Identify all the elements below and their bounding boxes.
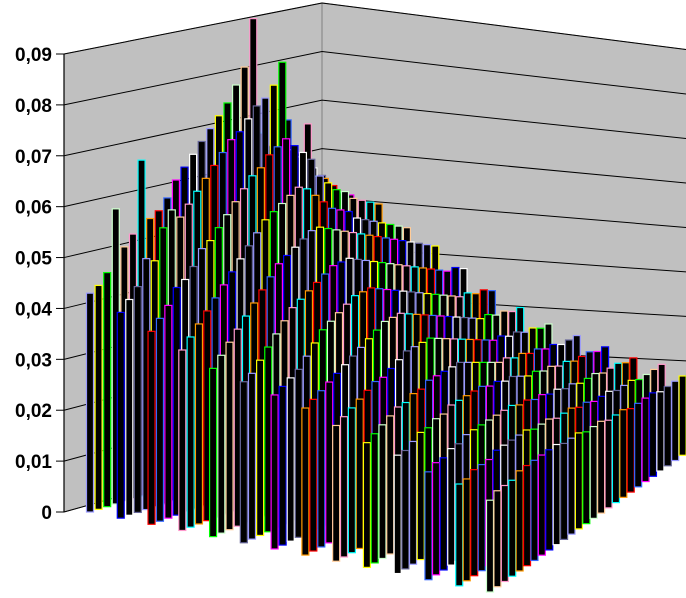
bar bbox=[247, 372, 257, 540]
bar bbox=[408, 440, 418, 565]
bar bbox=[416, 431, 425, 561]
bar bbox=[332, 424, 341, 562]
bars-group bbox=[85, 18, 686, 593]
z-axis-ticks: 0 0,01 0,02 0,03 0,04 0,05 0,06 0,07 0,08 0,09 bbox=[15, 45, 65, 524]
bar bbox=[164, 304, 173, 519]
bar bbox=[386, 415, 395, 555]
bar bbox=[317, 390, 326, 548]
bar bbox=[455, 483, 464, 587]
bar bbox=[522, 464, 532, 567]
bar bbox=[582, 431, 591, 525]
bar bbox=[256, 359, 265, 537]
bar bbox=[485, 499, 495, 593]
bar bbox=[641, 397, 650, 483]
bar bbox=[393, 454, 402, 575]
z-tick-label: 0,08 bbox=[15, 96, 52, 117]
bar bbox=[116, 311, 125, 519]
bar bbox=[362, 442, 372, 568]
bar bbox=[239, 381, 248, 544]
bar bbox=[530, 459, 539, 562]
bar bbox=[500, 484, 509, 583]
bar bbox=[470, 469, 479, 577]
bar bbox=[663, 385, 672, 467]
bar bbox=[194, 323, 204, 525]
bar bbox=[85, 292, 95, 513]
bar bbox=[597, 420, 606, 514]
bar bbox=[401, 449, 410, 570]
z-tick-label: 0,02 bbox=[15, 401, 52, 422]
bar bbox=[552, 443, 561, 546]
z-tick-label: 0,09 bbox=[15, 45, 52, 66]
bar bbox=[424, 471, 433, 581]
z-tick-label: 0,06 bbox=[15, 198, 52, 219]
bar bbox=[604, 419, 613, 509]
gridline bbox=[63, 51, 686, 106]
bar bbox=[619, 409, 628, 498]
bar bbox=[574, 432, 583, 530]
bar bbox=[611, 414, 621, 504]
bar bbox=[515, 470, 524, 572]
bar bbox=[370, 433, 379, 564]
bar bbox=[301, 407, 310, 556]
bar bbox=[567, 437, 576, 535]
bar bbox=[545, 449, 554, 551]
z-tick-label: 0,07 bbox=[15, 147, 52, 168]
bar bbox=[270, 394, 279, 550]
bar bbox=[678, 375, 686, 456]
bar bbox=[439, 457, 448, 571]
gridline bbox=[63, 2, 686, 55]
bar bbox=[626, 408, 635, 493]
bar bbox=[447, 448, 456, 566]
z-tick-label: 0,03 bbox=[15, 350, 52, 371]
bar bbox=[94, 284, 103, 510]
bar bbox=[286, 377, 295, 542]
gridline bbox=[63, 148, 686, 208]
bar bbox=[186, 336, 195, 528]
bar bbox=[155, 317, 165, 522]
bar bbox=[133, 285, 142, 514]
z-tick-label: 0 bbox=[41, 503, 52, 524]
bar bbox=[217, 354, 226, 534]
bar bbox=[671, 380, 680, 462]
bar bbox=[462, 478, 471, 582]
bar bbox=[537, 454, 546, 556]
bar bbox=[634, 402, 643, 488]
bar bbox=[656, 391, 665, 472]
bar bbox=[508, 479, 517, 577]
bar bbox=[147, 330, 156, 525]
bar bbox=[225, 341, 234, 531]
bar bbox=[493, 490, 502, 588]
bar bbox=[325, 381, 334, 544]
bar bbox=[559, 442, 569, 541]
bar bbox=[125, 298, 134, 516]
bar bbox=[103, 271, 112, 508]
bar bbox=[178, 349, 187, 532]
bar bbox=[294, 368, 303, 538]
bar bbox=[431, 462, 441, 576]
z-tick-label: 0,04 bbox=[15, 299, 52, 320]
z-tick-label: 0,05 bbox=[15, 249, 52, 270]
bar bbox=[309, 398, 318, 552]
bar bbox=[278, 385, 287, 546]
bar bbox=[208, 367, 218, 538]
bar bbox=[648, 392, 658, 477]
bar bbox=[339, 416, 349, 558]
z-tick-label: 0,01 bbox=[15, 452, 52, 473]
bar bbox=[477, 463, 486, 572]
bar bbox=[355, 398, 364, 550]
bar bbox=[589, 425, 598, 519]
bar bbox=[378, 424, 387, 560]
gridline bbox=[63, 99, 686, 157]
bar bbox=[347, 407, 356, 554]
